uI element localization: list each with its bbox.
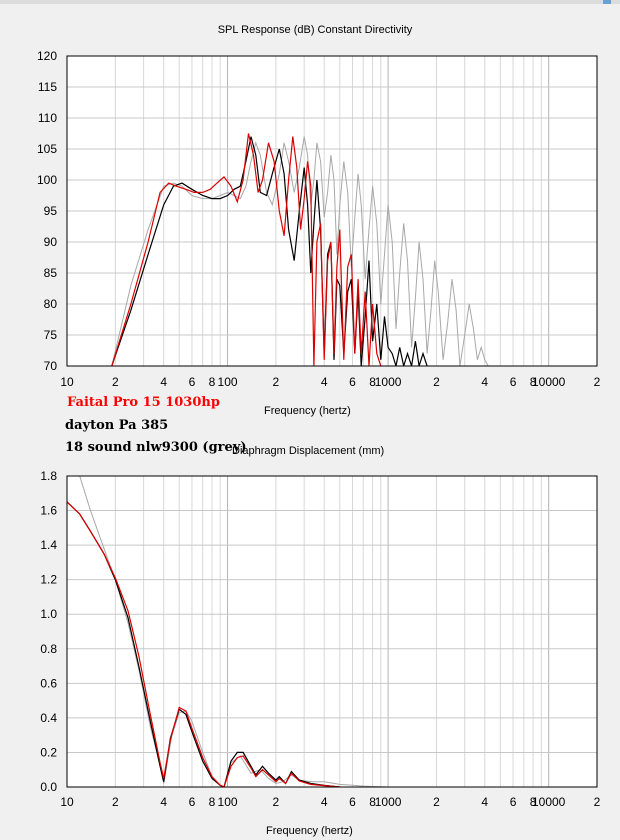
window-corner-mark — [603, 0, 611, 4]
disp-plot-frame — [66, 475, 598, 788]
spl-y-tick-label: 85 — [44, 266, 58, 280]
disp-x-tick-label: 2 — [594, 795, 601, 809]
disp-x-tick-label: 6 — [510, 795, 517, 809]
disp-y-tick-label: 1.0 — [40, 607, 57, 621]
disp-x-tick-label: 2 — [433, 795, 440, 809]
spl-y-tick-label: 100 — [37, 173, 57, 187]
disp-x-tick-label: 4 — [160, 795, 167, 809]
disp-x-tick-label: 8 — [369, 795, 376, 809]
spl-x-tick-label: 2 — [433, 375, 440, 389]
spl-x-tick-label: 10000 — [532, 375, 566, 389]
disp-y-tick-label: 0.8 — [40, 642, 57, 656]
spl-x-tick-label: 2 — [594, 375, 601, 389]
spl-x-tick-label: 8 — [209, 375, 216, 389]
disp-x-tick-label: 2 — [273, 795, 280, 809]
disp-x-tick-label: 1000 — [375, 795, 402, 809]
disp-y-tick-label: 1.8 — [40, 469, 57, 483]
spl-y-tick-label: 120 — [37, 49, 57, 63]
disp-x-tick-label: 8 — [530, 795, 537, 809]
spl-x-tick-label: 1000 — [375, 375, 402, 389]
window-top-strip — [0, 0, 620, 4]
spl-chart-title: SPL Response (dB) Constant Directivity — [217, 24, 413, 36]
legend-18sound: 18 sound nlw9300 (grey) — [65, 440, 247, 455]
spl-x-tick-label: 4 — [321, 375, 328, 389]
spl-x-tick-label: 6 — [510, 375, 517, 389]
spl-x-tick-label: 10 — [60, 375, 74, 389]
disp-x-tick-label: 6 — [189, 795, 196, 809]
disp-x-tick-label: 100 — [218, 795, 238, 809]
spl-x-tick-label: 6 — [349, 375, 356, 389]
disp-x-tick-label: 4 — [481, 795, 488, 809]
spl-y-tick-label: 70 — [44, 359, 58, 373]
disp-x-tick-label: 10000 — [532, 795, 566, 809]
spl-x-tick-label: 8 — [530, 375, 537, 389]
displacement-chart-title: Diaphragm Displacement (mm) — [232, 445, 385, 457]
spl-x-tick-label: 2 — [273, 375, 280, 389]
spl-y-tick-label: 105 — [37, 142, 57, 156]
disp-y-tick-label: 0.2 — [40, 745, 57, 759]
spl-y-tick-label: 115 — [38, 80, 57, 94]
spl-plot-frame — [66, 55, 598, 367]
spl-y-tick-label: 95 — [44, 204, 58, 218]
spl-y-tick-label: 90 — [44, 235, 58, 249]
spl-x-axis-label: Frequency (hertz) — [264, 405, 351, 417]
disp-plot-area — [67, 476, 597, 787]
displacement-x-axis-label: Frequency (hertz) — [266, 825, 353, 837]
legend-dayton: dayton Pa 385 — [65, 418, 169, 433]
disp-y-tick-label: 0.0 — [40, 780, 57, 794]
spl-x-tick-label: 4 — [160, 375, 167, 389]
spl-x-tick-label: 6 — [189, 375, 196, 389]
spl-y-tick-label: 75 — [44, 328, 58, 342]
disp-y-tick-label: 0.4 — [40, 711, 57, 725]
disp-y-tick-label: 0.6 — [40, 676, 57, 690]
disp-series-faital-pro-15-1030hp — [67, 501, 340, 787]
legend-faital: Faital Pro 15 1030hp — [67, 395, 220, 410]
spl-x-tick-label: 100 — [218, 375, 238, 389]
disp-x-tick-label: 10 — [60, 795, 74, 809]
spl-y-tick-label: 80 — [44, 297, 58, 311]
disp-x-tick-label: 8 — [209, 795, 216, 809]
spl-series-18-sound-nlw9300-grey — [111, 136, 489, 366]
disp-x-tick-label: 4 — [321, 795, 328, 809]
spl-x-tick-label: 4 — [481, 375, 488, 389]
disp-x-tick-label: 2 — [112, 795, 119, 809]
disp-y-tick-label: 1.2 — [40, 573, 57, 587]
disp-y-tick-label: 1.4 — [40, 538, 57, 552]
disp-x-tick-label: 6 — [349, 795, 356, 809]
spl-y-tick-label: 110 — [38, 111, 57, 125]
spl-x-tick-label: 2 — [112, 375, 119, 389]
disp-y-tick-label: 1.6 — [40, 504, 57, 518]
spl-series-faital-pro-15-1030hp — [111, 133, 382, 366]
spl-x-tick-label: 8 — [369, 375, 376, 389]
